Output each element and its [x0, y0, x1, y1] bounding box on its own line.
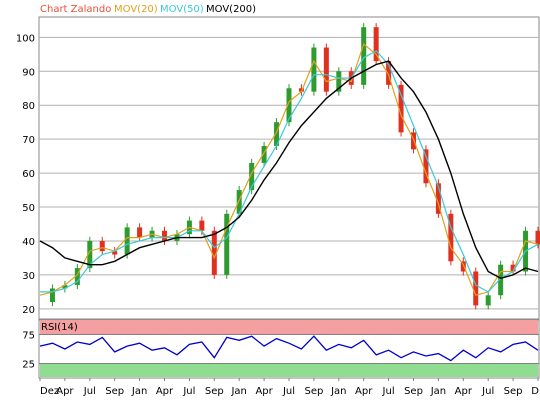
candle-body: [286, 88, 292, 123]
candle-body: [99, 240, 105, 252]
candle-body: [249, 162, 255, 191]
y-tick-label: 20: [22, 305, 35, 316]
x-tick-label: Jul: [382, 386, 395, 397]
y-tick-label: 90: [22, 67, 35, 78]
candle-body: [274, 122, 280, 146]
candle-body: [498, 264, 504, 296]
x-tick-label: Apr: [56, 386, 74, 397]
x-tick-label: D: [531, 386, 539, 397]
rsi-y-tick-labels: 25 75: [22, 331, 35, 371]
x-tick-label: Sep: [105, 386, 124, 397]
y-tick-label: 50: [22, 203, 35, 214]
x-tick-label: Sep: [504, 386, 523, 397]
candle-body: [236, 190, 242, 214]
y-tick-label: 30: [22, 271, 35, 282]
candle-body: [224, 213, 230, 275]
main-gridlines: [39, 36, 539, 310]
candle-body: [448, 213, 454, 262]
x-tick-label: Sep: [304, 386, 323, 397]
rsi-overbought-zone: [40, 320, 538, 335]
candle-body: [124, 227, 130, 255]
candle-body: [162, 230, 167, 241]
x-tick-label: Jan: [131, 386, 147, 397]
candle-body: [323, 47, 329, 92]
rsi-label: RSI(14): [41, 322, 78, 333]
x-tick-label: Jan: [230, 386, 246, 397]
x-tick-label: Dez: [40, 386, 59, 397]
x-tick-label: Jul: [282, 386, 295, 397]
candle-body: [373, 27, 379, 62]
legend-mov200: MOV(200): [206, 4, 256, 15]
x-tick-label: Apr: [156, 386, 174, 397]
candle-body: [510, 264, 516, 272]
price-lines: [39, 43, 539, 296]
candle-body: [336, 71, 342, 92]
x-tick-label: Jul: [182, 386, 195, 397]
candle-body: [473, 271, 479, 306]
mov50-line: [40, 50, 539, 293]
rsi-oversold-zone: [40, 363, 538, 377]
rsi-line: [39, 335, 539, 362]
main-plot-area: [38, 16, 540, 320]
rsi-y-tick-label: 25: [22, 360, 35, 371]
x-tick-label: Jan: [330, 386, 346, 397]
rsi-gridlines: [39, 334, 539, 364]
candle-body: [423, 149, 429, 184]
x-tick-label: Sep: [205, 386, 224, 397]
candle-body: [211, 230, 217, 275]
rsi-y-tick-label: 75: [22, 331, 35, 342]
mov200-line: [39, 60, 539, 280]
x-tick-label: Jul: [481, 386, 494, 397]
candle-body: [435, 183, 441, 214]
x-tick-label: Apr: [255, 386, 273, 397]
candle-body: [361, 27, 367, 85]
x-tick-label: Sep: [404, 386, 423, 397]
legend-mov20: MOV(20): [114, 4, 158, 15]
y-tick-label: 80: [22, 101, 35, 112]
y-tick-label: 60: [22, 169, 35, 180]
y-tick-label: 70: [22, 135, 35, 146]
x-tick-label: Apr: [355, 386, 373, 397]
mov20-line: [39, 43, 539, 296]
candle-body: [311, 47, 317, 92]
candle-body: [112, 251, 118, 255]
candle-body: [298, 88, 304, 92]
candle-body: [62, 285, 68, 289]
x-tick-label: Jan: [430, 386, 446, 397]
candle-body: [535, 230, 540, 245]
candle-body: [386, 61, 392, 85]
rsi-series-line: [39, 335, 539, 362]
y-tick-label: 40: [22, 237, 35, 248]
candle-body: [485, 295, 491, 306]
candle-body: [49, 288, 55, 303]
candle-body: [261, 145, 267, 163]
candle-body: [137, 227, 143, 238]
legend-mov50: MOV(50): [160, 4, 204, 15]
candle-body: [199, 220, 205, 231]
main-y-tick-labels: 20 30 40 50 60 70 80 90 100: [16, 33, 35, 315]
candle-body: [398, 84, 404, 133]
candle-body: [460, 261, 466, 272]
y-tick-label: 100: [16, 33, 35, 44]
x-tick-label: Apr: [455, 386, 473, 397]
candle-body: [87, 240, 93, 269]
legend-chart-title: Chart Zalando: [40, 4, 111, 15]
x-tick-label: Jul: [83, 386, 96, 397]
candle-body: [74, 268, 80, 286]
